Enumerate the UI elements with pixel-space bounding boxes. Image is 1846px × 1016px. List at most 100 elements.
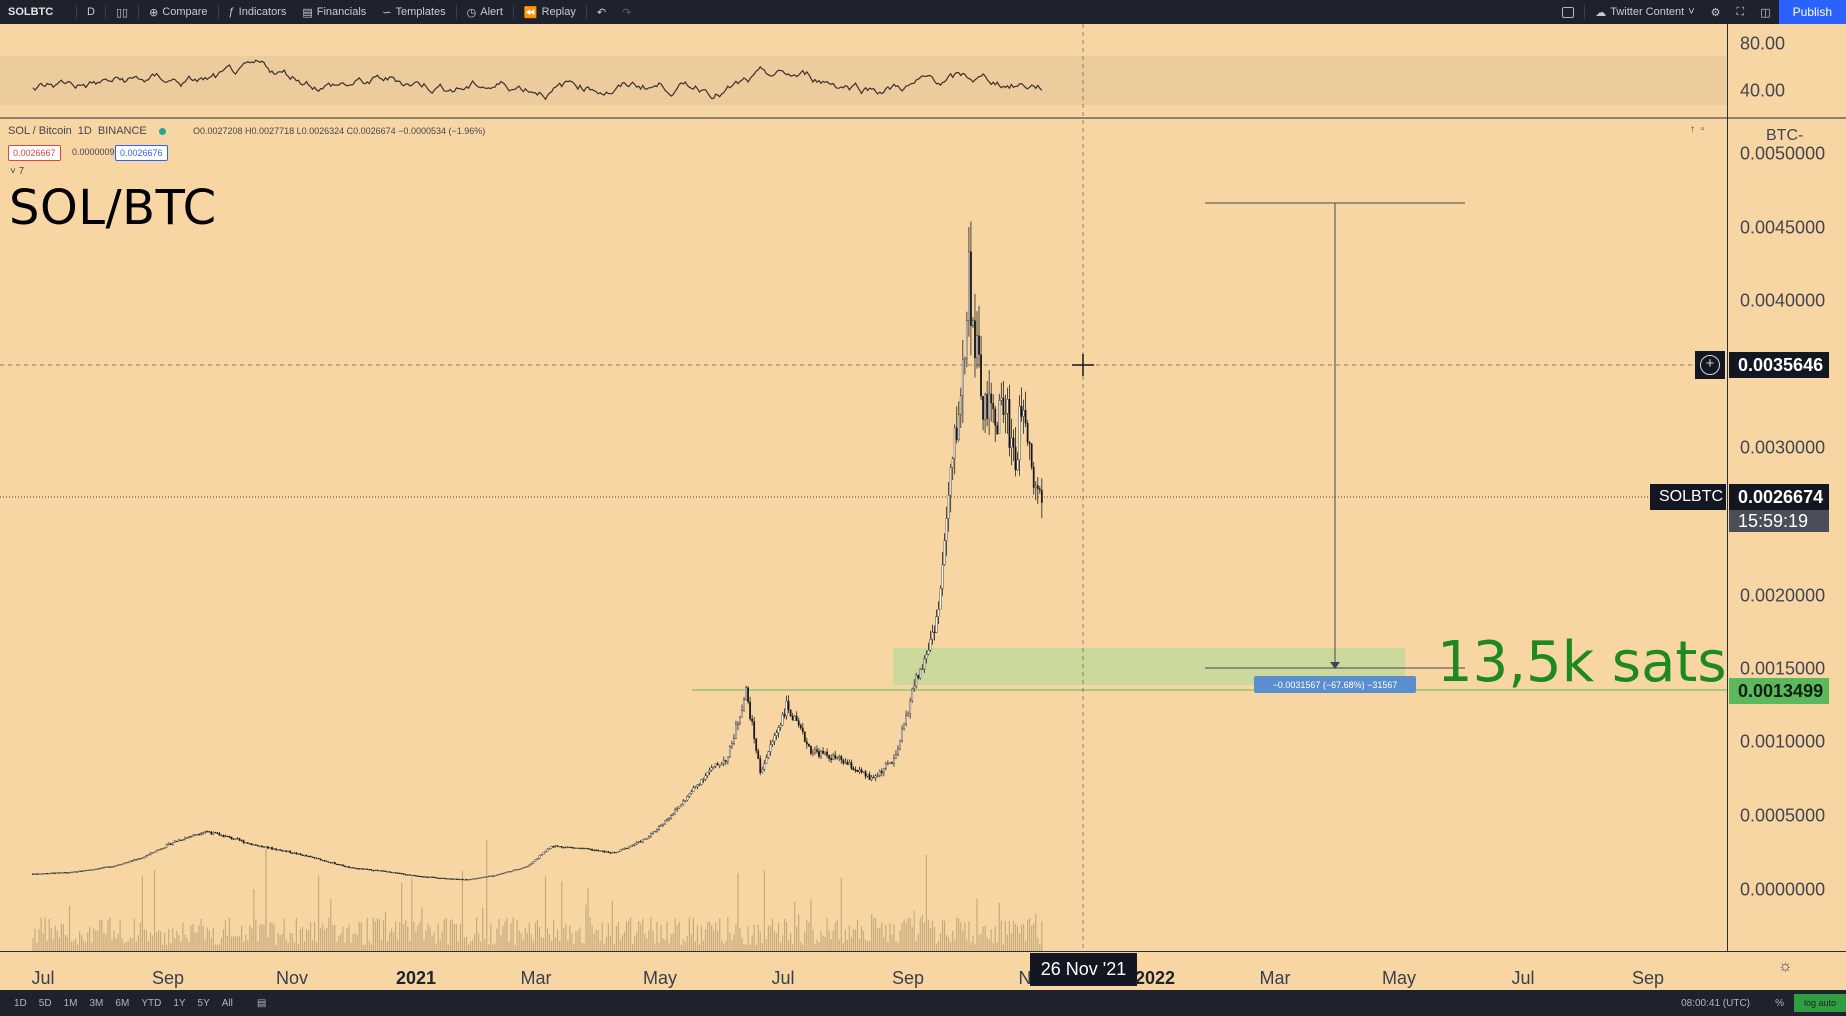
range-button[interactable]: 1D: [14, 997, 27, 1009]
candle-body: [289, 850, 292, 854]
indicators-collapse-toggle[interactable]: ˅ 7: [10, 166, 24, 177]
volume-bar: [40, 917, 42, 951]
compare-label: Compare: [162, 6, 208, 18]
range-button[interactable]: 1M: [63, 997, 78, 1009]
rewind-icon: ⏪: [523, 6, 538, 19]
range-button[interactable]: YTD: [141, 997, 162, 1009]
volume-bar: [846, 939, 848, 951]
candle-body: [775, 732, 778, 736]
alert-button[interactable]: ◷ Alert: [459, 0, 511, 24]
layout-menu-button[interactable]: ☁ Twitter Content ˅: [1587, 0, 1702, 24]
auto-toggle[interactable]: auto: [1818, 998, 1837, 1008]
crosshair-price-tag: 0.0035646: [1729, 352, 1829, 378]
settings-button[interactable]: ⚙: [1703, 0, 1729, 24]
undo-button[interactable]: ↶: [589, 0, 614, 24]
candle-body: [781, 714, 784, 726]
candle-body: [712, 765, 715, 768]
indicators-button[interactable]: ƒ Indicators: [221, 0, 295, 24]
volume-bar: [729, 933, 731, 951]
replay-button[interactable]: ⏪ Replay: [516, 0, 584, 24]
candle-body: [258, 845, 261, 847]
volume-bar: [814, 943, 816, 951]
candle-body: [538, 855, 541, 859]
log-toggle[interactable]: log: [1803, 998, 1816, 1008]
time-tick: Sep: [151, 968, 185, 988]
templates-button[interactable]: ∽ Templates: [374, 0, 453, 24]
candle-body: [575, 847, 577, 849]
candle-body: [935, 616, 938, 633]
volume-bar: [759, 931, 761, 951]
chart-type-button[interactable]: ▯▯: [108, 0, 136, 24]
candle-body: [461, 878, 464, 881]
range-button[interactable]: 5Y: [197, 997, 210, 1009]
pane-controls[interactable]: ↑ ▫: [1690, 124, 1704, 135]
range-button[interactable]: 1Y: [173, 997, 186, 1009]
candle-body: [261, 845, 263, 848]
volume-bar: [445, 917, 447, 951]
candle-body: [400, 873, 403, 875]
snapshot-button[interactable]: ◫: [1752, 0, 1778, 24]
layout-toggle-button[interactable]: [1554, 0, 1582, 24]
candle-body: [635, 842, 638, 845]
candle-body: [998, 400, 1001, 434]
candle-body: [82, 870, 85, 872]
price-axis[interactable]: 80.00 40.00 BTC- 0.0050000 0.0045000 0.0…: [1727, 24, 1846, 951]
utc-clock[interactable]: 08:00:41 (UTC): [1681, 998, 1750, 1009]
add-alert-button[interactable]: +: [1695, 351, 1725, 379]
candle-body: [882, 767, 885, 774]
volume-bar: [478, 933, 480, 951]
time-axis[interactable]: 26 Nov '21 Jul Sep Nov 2021 Mar May Jul Sep N 202…: [0, 951, 1846, 990]
range-button[interactable]: 5D: [38, 997, 52, 1009]
goto-date-icon[interactable]: ▤: [256, 997, 267, 1009]
volume-bar: [996, 942, 998, 951]
chart-text-target[interactable]: 13,5k sats: [1437, 630, 1727, 695]
volume-bar: [992, 942, 994, 951]
financials-button[interactable]: ▤ Financials: [294, 0, 374, 24]
interval-button[interactable]: D: [79, 0, 103, 24]
volume-bar: [860, 926, 863, 951]
publish-button[interactable]: Publish: [1778, 0, 1846, 24]
candle-body: [439, 877, 442, 880]
candle-body: [86, 869, 89, 872]
symbol-search-button[interactable]: SOLBTC: [0, 0, 74, 24]
candle-body: [1012, 437, 1015, 448]
volume-bar: [91, 942, 93, 951]
layout-name-label: Twitter Content: [1610, 6, 1685, 18]
volume-bar: [103, 932, 105, 951]
range-button[interactable]: 3M: [89, 997, 104, 1009]
volume-bar: [702, 940, 705, 951]
candle-body: [321, 859, 324, 862]
buy-button[interactable]: 0.0026676: [115, 145, 168, 161]
candle-body: [603, 850, 606, 853]
percent-toggle[interactable]: %: [1775, 998, 1784, 1009]
volume-bar: [74, 938, 77, 951]
chart-text-title[interactable]: SOL/BTC: [9, 180, 217, 236]
candle-body: [307, 855, 310, 858]
compare-button[interactable]: ⊕ Compare: [141, 0, 215, 24]
volume-bar: [650, 917, 652, 951]
maximize-pane-icon[interactable]: ▫: [1700, 124, 1705, 135]
range-button[interactable]: 6M: [115, 997, 130, 1009]
fullscreen-button[interactable]: ⛶: [1729, 0, 1753, 24]
candle-body: [279, 849, 282, 851]
volume-bar: [155, 932, 158, 951]
gear-icon: ⚙: [1710, 6, 1721, 19]
candle-body: [325, 860, 328, 863]
range-button[interactable]: All: [221, 997, 233, 1009]
candle-body: [100, 867, 103, 869]
redo-button[interactable]: ↷: [614, 0, 639, 24]
volume-bar: [427, 923, 429, 951]
log-auto-toggle[interactable]: log auto: [1794, 994, 1846, 1012]
volume-bar: [666, 921, 668, 951]
candle-body: [331, 862, 334, 864]
sell-button[interactable]: 0.0026667: [8, 145, 61, 161]
candle-body: [876, 775, 879, 777]
arrow-up-icon[interactable]: ↑: [1690, 124, 1695, 135]
chart-legend[interactable]: SOL / Bitcoin 1D BINANCE: [8, 125, 166, 137]
candle-body: [70, 871, 73, 874]
candle-body: [880, 770, 883, 774]
candle-body: [836, 757, 839, 759]
bar-chart-icon: ▤: [302, 6, 313, 19]
gear-icon[interactable]: ☼: [1778, 958, 1793, 975]
